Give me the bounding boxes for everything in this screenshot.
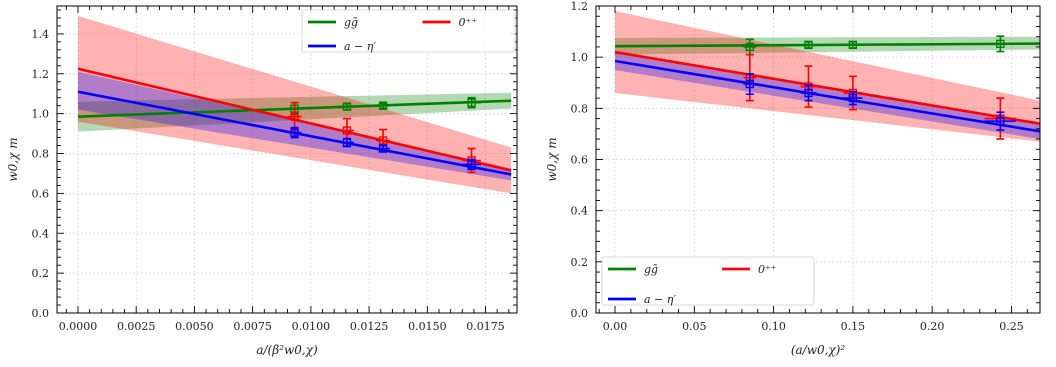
legend-box xyxy=(301,9,516,53)
data-point xyxy=(984,35,1017,53)
data-point xyxy=(339,137,354,148)
legend-label: 0⁺⁺ xyxy=(459,16,478,29)
legend-item: 0⁺⁺ xyxy=(422,16,478,29)
legend-label: gg̃ xyxy=(344,16,358,29)
y-tick-label: 0.0 xyxy=(32,307,50,320)
legend-label: a − η′ xyxy=(644,293,676,306)
x-tick-label: 0.0150 xyxy=(408,320,447,333)
legend-item: 0⁺⁺ xyxy=(722,263,777,276)
x-tick-label: 0.0050 xyxy=(175,320,214,333)
y-tick-label: 1.0 xyxy=(32,108,50,121)
point-marker xyxy=(378,101,388,110)
x-tick-label: 0.0100 xyxy=(292,320,331,333)
data-point xyxy=(843,40,863,50)
x-tick-label: 0.05 xyxy=(682,320,707,333)
x-tick-label: 0.25 xyxy=(999,320,1024,333)
legend-item: a − η′ xyxy=(608,293,676,306)
x-axis-label: a/(β²w0,χ) xyxy=(256,343,318,357)
data-point xyxy=(984,111,1017,131)
fit-line xyxy=(615,42,1041,48)
y-tick-label: 0.0 xyxy=(571,307,589,320)
point-marker xyxy=(342,126,352,135)
y-tick-label: 0.4 xyxy=(571,205,589,218)
point-marker xyxy=(848,40,858,50)
x-axis-label: (a/w0,χ)² xyxy=(791,343,846,357)
y-tick-label: 0.8 xyxy=(32,148,50,161)
fit-line xyxy=(614,59,1041,133)
data-point xyxy=(800,84,817,102)
x-tick-label: 0.0025 xyxy=(117,320,156,333)
fit-line xyxy=(614,50,1041,125)
y-tick-label: 1.4 xyxy=(32,28,50,41)
y-tick-label: 0.6 xyxy=(32,187,50,200)
legend-label: gg̃ xyxy=(644,263,658,276)
data-point xyxy=(743,72,757,96)
legend-item: a − η′ xyxy=(308,40,376,53)
x-tick-label: 0.0175 xyxy=(466,320,505,333)
x-tick-label: 0.0000 xyxy=(59,320,98,333)
data-point xyxy=(287,101,302,132)
x-tick-label: 0.20 xyxy=(920,320,945,333)
y-tick-label: 0.4 xyxy=(32,227,50,240)
data-point xyxy=(376,144,391,153)
y-axis-label: w0,χ m xyxy=(6,137,20,181)
legend-label: 0⁺⁺ xyxy=(758,263,777,276)
x-tick-label: 0.0125 xyxy=(350,320,389,333)
point-marker xyxy=(342,102,352,111)
x-tick-label: 0.10 xyxy=(761,320,786,333)
x-tick-label: 0.15 xyxy=(841,320,866,333)
point-marker xyxy=(745,79,755,89)
y-tick-label: 1.2 xyxy=(571,0,589,13)
legend: gg̃ 0⁺⁺ a − η′ xyxy=(601,256,815,306)
data-point xyxy=(800,40,817,50)
data-point xyxy=(843,90,863,106)
data-point xyxy=(339,102,354,111)
point-marker xyxy=(378,144,388,153)
point-marker xyxy=(378,136,388,145)
point-marker xyxy=(290,128,299,137)
y-tick-label: 0.2 xyxy=(32,267,50,280)
y-tick-label: 0.6 xyxy=(571,154,589,167)
point-marker xyxy=(996,39,1005,49)
y-tick-label: 0.8 xyxy=(571,102,589,115)
plot-frame xyxy=(56,5,518,314)
y-axis-label: w0,χ m xyxy=(545,137,559,181)
point-marker xyxy=(467,98,476,107)
error-band xyxy=(615,11,1040,142)
point-marker xyxy=(290,112,299,121)
x-tick-label: 0.00 xyxy=(603,320,628,333)
legend-item: gg̃ xyxy=(308,16,358,29)
legend: gg̃ 0⁺⁺ a − η′ xyxy=(301,9,516,53)
point-marker xyxy=(804,40,813,50)
point-marker xyxy=(342,138,352,147)
point-marker xyxy=(848,93,858,103)
point-marker xyxy=(804,88,813,98)
chart-right: 0.00 0.05 0.10 0.15 0.20 0.25 0.0 0.2 0.4 0.6 0.8 1… xyxy=(545,0,1041,357)
legend-item: gg̃ xyxy=(608,263,658,276)
point-marker xyxy=(467,160,476,169)
point-marker xyxy=(745,42,755,52)
data-point xyxy=(287,126,302,139)
y-tick-label: 0.2 xyxy=(571,256,589,269)
chart-left: 0.0000 0.0025 0.0050 0.0075 0.0100 0.0125 0.01… xyxy=(6,5,518,357)
data-point xyxy=(376,101,391,110)
x-tick-label: 0.0075 xyxy=(233,320,272,333)
y-tick-label: 1.0 xyxy=(571,51,589,64)
y-tick-label: 1.2 xyxy=(32,68,50,81)
data-point xyxy=(462,158,481,171)
point-marker xyxy=(996,116,1005,126)
legend-label: a − η′ xyxy=(344,40,376,53)
legend-box xyxy=(601,256,815,306)
data-point xyxy=(462,96,481,109)
